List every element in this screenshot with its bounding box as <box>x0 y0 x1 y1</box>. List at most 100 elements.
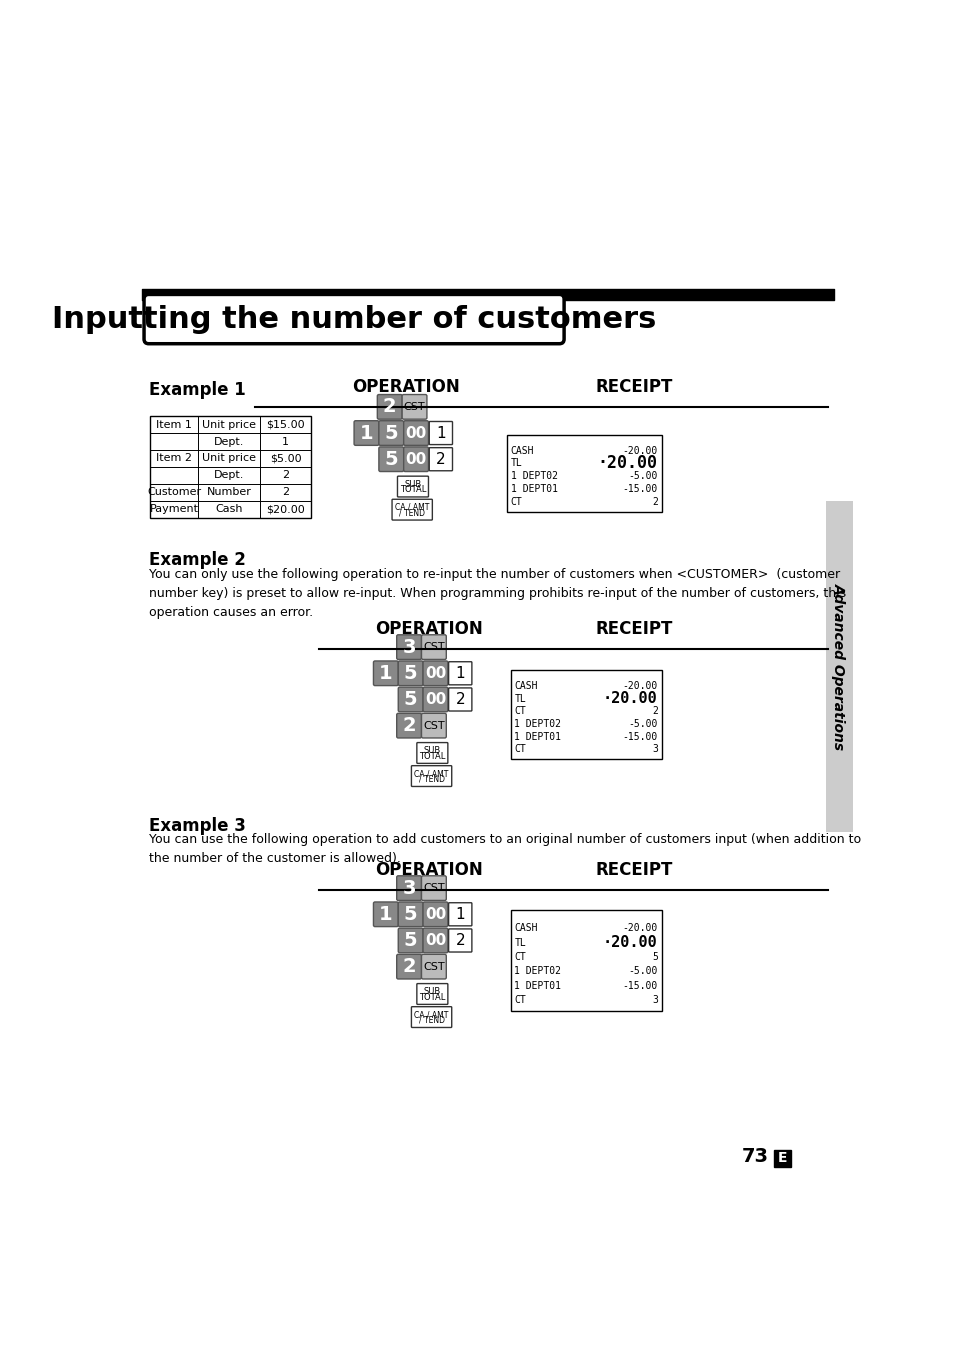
Text: 2: 2 <box>651 706 658 717</box>
FancyBboxPatch shape <box>773 1150 790 1166</box>
FancyBboxPatch shape <box>397 687 422 711</box>
Text: 1 DEPT01: 1 DEPT01 <box>510 485 558 494</box>
Text: Number: Number <box>207 487 252 497</box>
Text: 1 DEPT02: 1 DEPT02 <box>514 967 561 976</box>
Text: / TEND: / TEND <box>418 1015 444 1025</box>
FancyBboxPatch shape <box>396 713 421 738</box>
Text: Example 1: Example 1 <box>149 382 245 400</box>
Text: SUB: SUB <box>404 479 421 489</box>
Text: 1: 1 <box>359 424 373 443</box>
Text: 2: 2 <box>436 452 445 467</box>
Text: CST: CST <box>422 643 444 652</box>
FancyBboxPatch shape <box>373 902 397 926</box>
Text: ·20.00: ·20.00 <box>598 455 658 472</box>
Text: -15.00: -15.00 <box>622 485 658 494</box>
FancyBboxPatch shape <box>392 500 432 520</box>
Text: ·20.00: ·20.00 <box>602 691 658 706</box>
Text: OPERATION: OPERATION <box>352 378 459 396</box>
Text: SUB: SUB <box>423 987 440 996</box>
Text: TOTAL: TOTAL <box>418 752 445 760</box>
FancyBboxPatch shape <box>421 634 446 659</box>
FancyBboxPatch shape <box>354 421 378 446</box>
FancyBboxPatch shape <box>421 876 446 900</box>
Text: $15.00: $15.00 <box>266 420 304 429</box>
Text: CT: CT <box>510 497 522 508</box>
Text: Unit price: Unit price <box>202 420 256 429</box>
FancyBboxPatch shape <box>416 743 447 763</box>
Text: 1 DEPT01: 1 DEPT01 <box>514 980 561 991</box>
FancyBboxPatch shape <box>448 688 472 711</box>
Text: / TEND: / TEND <box>418 775 444 783</box>
Text: 1: 1 <box>378 664 393 683</box>
FancyBboxPatch shape <box>429 421 452 444</box>
Text: 2: 2 <box>382 397 396 416</box>
Text: 1: 1 <box>378 904 393 923</box>
FancyBboxPatch shape <box>378 421 403 446</box>
Text: TOTAL: TOTAL <box>418 992 445 1002</box>
Text: 3: 3 <box>402 879 416 898</box>
Text: CST: CST <box>403 402 425 412</box>
FancyBboxPatch shape <box>411 1007 452 1027</box>
Text: $5.00: $5.00 <box>270 454 301 463</box>
Text: $20.00: $20.00 <box>266 505 305 514</box>
Text: 2: 2 <box>651 497 658 508</box>
Text: TL: TL <box>510 459 522 468</box>
FancyBboxPatch shape <box>422 929 447 953</box>
Text: SUB: SUB <box>423 747 440 755</box>
FancyBboxPatch shape <box>397 902 422 926</box>
Text: 00: 00 <box>424 907 446 922</box>
Text: RECEIPT: RECEIPT <box>596 861 673 879</box>
Text: TL: TL <box>514 694 526 703</box>
Text: 5: 5 <box>403 690 417 709</box>
Text: 2: 2 <box>402 957 416 976</box>
Text: 3: 3 <box>651 995 658 1004</box>
Text: Item 1: Item 1 <box>156 420 192 429</box>
Text: CT: CT <box>514 744 526 755</box>
Text: 2: 2 <box>455 933 464 948</box>
Text: RECEIPT: RECEIPT <box>596 378 673 396</box>
Text: 00: 00 <box>424 933 446 948</box>
Text: 5: 5 <box>403 664 417 683</box>
Bar <box>825 501 852 832</box>
Text: 5: 5 <box>384 450 397 468</box>
Text: 1: 1 <box>282 436 289 447</box>
Text: 00: 00 <box>405 452 426 467</box>
Text: 2: 2 <box>282 487 289 497</box>
Text: 5: 5 <box>384 424 397 443</box>
Text: 3: 3 <box>651 744 658 755</box>
Text: 00: 00 <box>405 425 426 440</box>
Text: 73: 73 <box>740 1148 768 1166</box>
Text: CST: CST <box>422 721 444 730</box>
Text: 00: 00 <box>424 666 446 680</box>
FancyBboxPatch shape <box>396 876 421 900</box>
Text: CT: CT <box>514 952 526 963</box>
Text: Advanced Operations: Advanced Operations <box>831 583 845 749</box>
Text: Customer: Customer <box>147 487 201 497</box>
Text: -15.00: -15.00 <box>622 980 658 991</box>
Text: You can only use the following operation to re-input the number of customers whe: You can only use the following operation… <box>149 568 845 618</box>
Text: Unit price: Unit price <box>202 454 256 463</box>
FancyBboxPatch shape <box>422 662 447 686</box>
Text: CST: CST <box>422 883 444 894</box>
Text: -5.00: -5.00 <box>628 471 658 482</box>
Text: 2: 2 <box>282 470 289 481</box>
FancyBboxPatch shape <box>421 954 446 979</box>
FancyBboxPatch shape <box>448 662 472 684</box>
FancyBboxPatch shape <box>403 447 428 471</box>
Text: Inputting the number of customers: Inputting the number of customers <box>51 305 656 333</box>
FancyBboxPatch shape <box>396 954 421 979</box>
Text: Example 3: Example 3 <box>149 817 245 834</box>
FancyBboxPatch shape <box>422 687 447 711</box>
Text: CST: CST <box>422 961 444 972</box>
Text: OPERATION: OPERATION <box>375 620 482 637</box>
Text: 2: 2 <box>402 716 416 736</box>
FancyBboxPatch shape <box>429 448 452 471</box>
Text: Dept.: Dept. <box>213 470 244 481</box>
FancyBboxPatch shape <box>416 984 447 1004</box>
Text: E: E <box>777 1152 786 1165</box>
Bar <box>506 435 661 512</box>
Text: -15.00: -15.00 <box>622 732 658 741</box>
Text: 1 DEPT02: 1 DEPT02 <box>510 471 558 482</box>
Text: CA / AMT: CA / AMT <box>414 769 448 778</box>
Text: CA / AMT: CA / AMT <box>395 502 429 512</box>
